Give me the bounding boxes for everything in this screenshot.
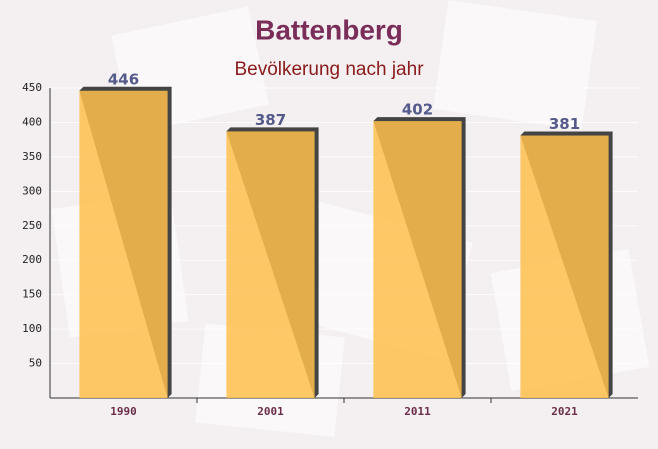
bar xyxy=(520,135,609,399)
y-tick-label: 350 xyxy=(22,150,42,163)
y-tick-label: 50 xyxy=(29,357,42,370)
x-tick-label: 2011 xyxy=(404,405,431,418)
x-tick-label: 2021 xyxy=(551,405,578,418)
value-label: 402 xyxy=(402,101,433,119)
x-tick-label: 2001 xyxy=(257,405,284,418)
value-label: 387 xyxy=(255,111,286,129)
y-tick-label: 150 xyxy=(22,288,42,301)
chart-subtitle: Bevölkerung nach jahr xyxy=(234,59,424,80)
x-tick-label: 1990 xyxy=(110,405,137,418)
bar xyxy=(226,131,315,398)
bar xyxy=(79,90,168,398)
y-tick-label: 400 xyxy=(22,115,42,128)
value-label: 446 xyxy=(108,70,139,88)
value-label: 381 xyxy=(549,115,580,133)
y-tick-label: 200 xyxy=(22,253,42,266)
y-tick-label: 450 xyxy=(22,81,42,94)
y-tick-label: 250 xyxy=(22,219,42,232)
y-tick-label: 300 xyxy=(22,184,42,197)
chart-title: Battenberg xyxy=(255,14,403,45)
bar xyxy=(373,121,462,399)
y-tick-label: 100 xyxy=(22,322,42,335)
